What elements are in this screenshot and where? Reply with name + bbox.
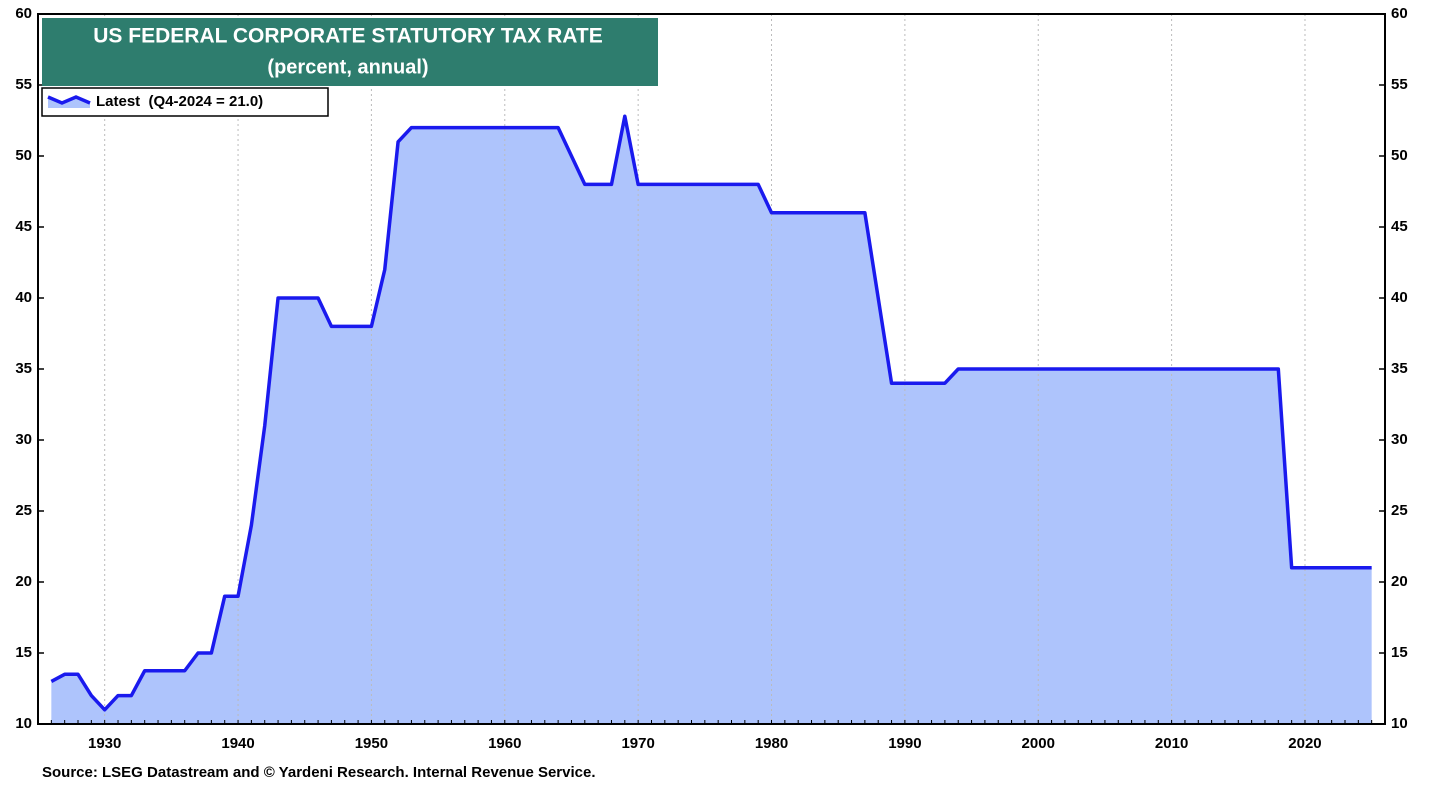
y2-tick-label: 40 bbox=[1391, 289, 1408, 306]
x-tick-label: 2010 bbox=[1155, 735, 1188, 752]
y2-tick-label: 60 bbox=[1391, 5, 1408, 22]
y2-tick-label: 55 bbox=[1391, 76, 1408, 93]
x-tick-label: 2020 bbox=[1288, 735, 1321, 752]
y2-tick-label: 10 bbox=[1391, 715, 1408, 732]
y-tick-label: 50 bbox=[15, 147, 32, 164]
source-note: Source: LSEG Datastream and © Yardeni Re… bbox=[42, 764, 596, 781]
area bbox=[51, 116, 1372, 725]
x-tick-label: 1950 bbox=[355, 735, 388, 752]
chart-subtitle: (percent, annual) bbox=[267, 56, 428, 78]
y-tick-label: 20 bbox=[15, 573, 32, 590]
line bbox=[50, 114, 1372, 712]
title-box bbox=[42, 18, 658, 86]
y-tick-label: 15 bbox=[15, 644, 32, 661]
x-tick-label: 1940 bbox=[221, 735, 254, 752]
y-tick-label: 60 bbox=[15, 5, 32, 22]
x-tick-label: 1980 bbox=[755, 735, 788, 752]
legend-label: Latest (Q4-2024 = 21.0) bbox=[96, 93, 263, 110]
y2-tick-label: 35 bbox=[1391, 360, 1408, 377]
y-tick-label: 35 bbox=[15, 360, 32, 377]
plot-frame bbox=[37, 13, 1386, 725]
x-tick-label: 1960 bbox=[488, 735, 521, 752]
y2-tick-label: 25 bbox=[1391, 502, 1408, 519]
y-tick-label: 40 bbox=[15, 289, 32, 306]
legend-line bbox=[47, 95, 91, 105]
y2-tick-label: 50 bbox=[1391, 147, 1408, 164]
y2-tick-label: 30 bbox=[1391, 431, 1408, 448]
y2-tick-label: 20 bbox=[1391, 573, 1408, 590]
chart-title: US FEDERAL CORPORATE STATUTORY TAX RATE bbox=[93, 25, 602, 48]
x-tick-label: 1930 bbox=[88, 735, 121, 752]
y-tick-label: 30 bbox=[15, 431, 32, 448]
x-tick-label: 2000 bbox=[1022, 735, 1055, 752]
y-tick-label: 45 bbox=[15, 218, 32, 235]
y2-tick-label: 15 bbox=[1391, 644, 1408, 661]
x-tick-label: 1970 bbox=[621, 735, 654, 752]
y-tick-label: 55 bbox=[15, 76, 32, 93]
x-tick-label: 1990 bbox=[888, 735, 921, 752]
y2-tick-label: 45 bbox=[1391, 218, 1408, 235]
y-tick-label: 25 bbox=[15, 502, 32, 519]
y-tick-label: 10 bbox=[15, 715, 32, 732]
